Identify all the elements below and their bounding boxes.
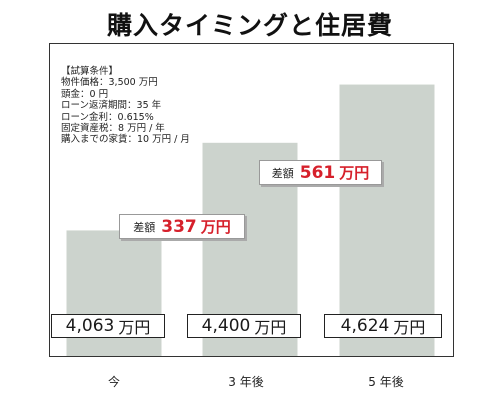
value-label-now-number: 4,063 <box>65 316 115 336</box>
difference-3y-unit: 万円 <box>200 218 231 236</box>
difference-box-5y: 差額 561 万円 <box>259 160 382 185</box>
conditions-block: 【試算条件】 物件価格：3,500 万円 頭金：0 円 ローン返済期間：35 年… <box>61 66 190 146</box>
value-label-5y-unit: 万円 <box>393 318 426 337</box>
value-label-5y-number: 4,624 <box>340 316 390 336</box>
value-label-now-unit: 万円 <box>118 318 151 337</box>
x-tick-now: 今 <box>107 375 120 389</box>
x-tick-5y: 5 年後 <box>368 375 404 389</box>
value-label-3y-unit: 万円 <box>254 318 287 337</box>
condition-price: 物件価格：3,500 万円 <box>61 77 158 89</box>
value-label-5y: 4,624 万円 <box>324 314 442 338</box>
value-label-3y: 4,400 万円 <box>187 314 301 338</box>
difference-3y-value: 337 <box>161 216 197 237</box>
condition-rent: 購入までの家賃：10 万円 / 月 <box>61 134 190 146</box>
condition-loan-term: ローン返済期間：35 年 <box>61 100 162 112</box>
value-label-now: 4,063 万円 <box>51 314 165 338</box>
condition-interest-rate: ローン金利：0.615% <box>61 111 154 123</box>
x-tick-3y: 3 年後 <box>228 375 264 389</box>
condition-down-payment: 頭金：0 円 <box>61 88 109 100</box>
chart-title: 購入タイミングと住居費 <box>106 11 393 40</box>
difference-3y-label: 差額 <box>133 220 156 234</box>
conditions-heading: 【試算条件】 <box>61 66 119 77</box>
difference-5y-value: 561 <box>299 162 336 183</box>
bar-5y <box>339 84 435 356</box>
value-label-3y-number: 4,400 <box>201 316 251 336</box>
difference-box-3y: 差額 337 万円 <box>119 214 245 239</box>
difference-5y-label: 差額 <box>271 166 294 180</box>
condition-property-tax: 固定資産税：8 万円 / 年 <box>61 123 165 135</box>
difference-5y-unit: 万円 <box>339 164 370 182</box>
